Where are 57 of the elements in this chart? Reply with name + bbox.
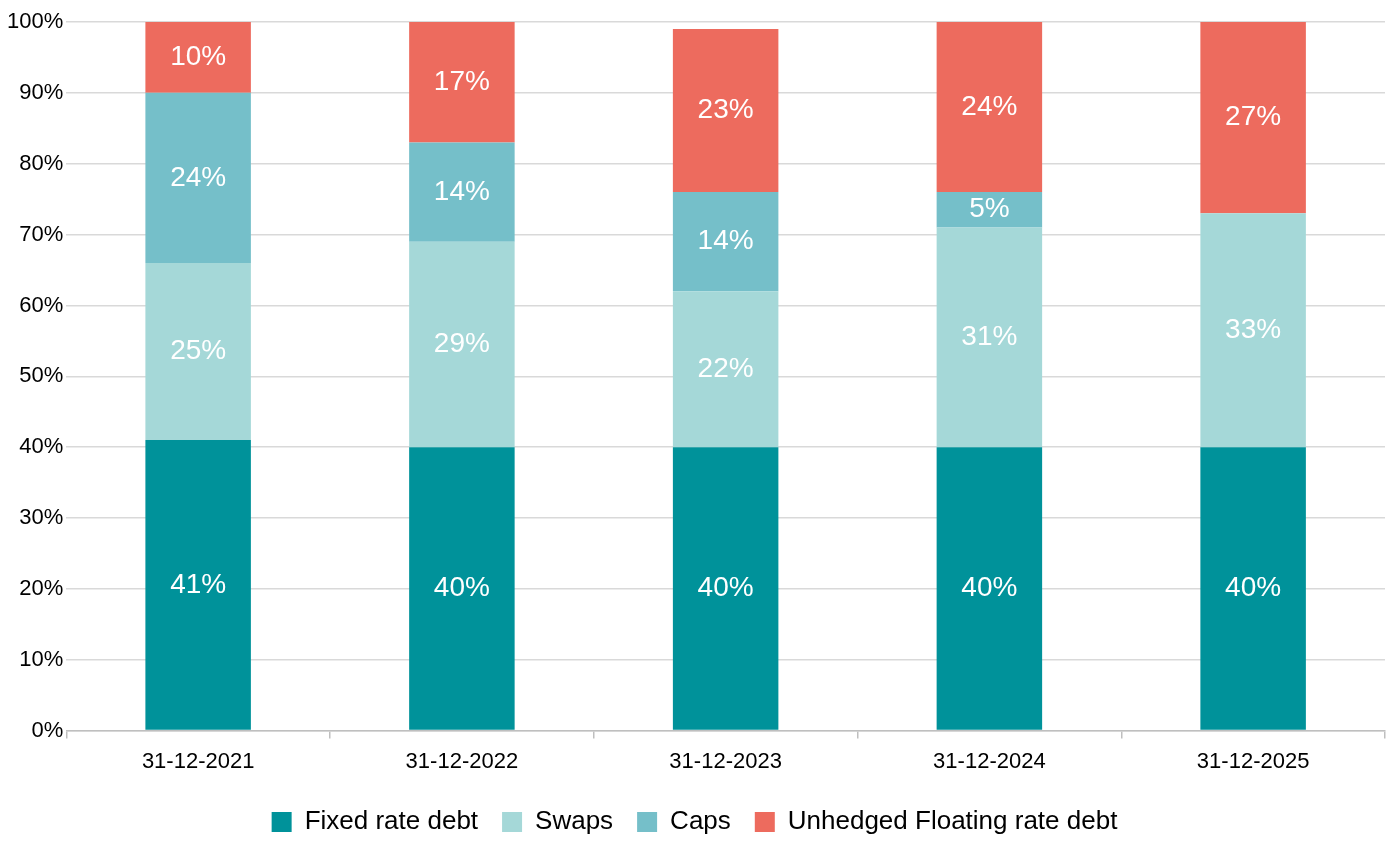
y-tick-label: 100%	[6, 8, 64, 34]
data-label: 24%	[961, 89, 1018, 121]
x-tick-label: 31-12-2025	[1196, 747, 1310, 773]
x-tick-label: 31-12-2021	[141, 747, 255, 773]
y-tick-label: 40%	[19, 433, 64, 459]
data-label: 33%	[1225, 312, 1282, 344]
data-label: 40%	[961, 571, 1018, 603]
x-tick-label: 31-12-2024	[933, 747, 1046, 773]
data-label: 14%	[697, 224, 754, 256]
bar	[145, 92, 251, 263]
data-label: 10%	[170, 40, 227, 72]
data-label: 40%	[433, 571, 490, 603]
bar	[1200, 22, 1306, 214]
legend-label: Fixed rate debt	[304, 805, 479, 836]
data-label: 40%	[697, 571, 754, 603]
bar	[936, 447, 1043, 730]
data-label: 22%	[697, 351, 754, 383]
bar	[409, 22, 515, 143]
data-label: 24%	[170, 160, 227, 192]
bar	[145, 440, 251, 730]
data-label: 5%	[969, 192, 1010, 224]
bar	[409, 142, 515, 242]
y-tick-label: 20%	[19, 574, 64, 600]
data-label: 40%	[1225, 571, 1282, 603]
y-tick-label: 10%	[19, 645, 64, 671]
bar	[936, 227, 1043, 448]
y-tick-label: 50%	[19, 362, 64, 388]
bar	[672, 192, 779, 292]
data-label: 41%	[170, 567, 227, 599]
data-label: 23%	[697, 93, 754, 125]
bar	[1200, 213, 1306, 448]
bar	[409, 241, 515, 448]
bar	[672, 291, 779, 448]
data-label: 31%	[961, 320, 1018, 352]
y-tick-label: 80%	[19, 149, 64, 175]
bar	[145, 22, 251, 93]
legend-label: Caps	[670, 805, 731, 836]
data-label: 29%	[433, 327, 490, 359]
y-tick-label: 30%	[19, 504, 64, 530]
data-label: 14%	[433, 174, 490, 206]
data-label: 17%	[433, 64, 490, 96]
x-tick-label: 31-12-2022	[405, 747, 519, 773]
bar	[409, 447, 515, 730]
bar	[672, 447, 779, 730]
y-tick-label: 60%	[19, 291, 64, 317]
legend-label: Unhedged Floating rate debt	[787, 805, 1119, 836]
x-tick-label: 31-12-2023	[669, 747, 782, 773]
bar	[672, 29, 779, 193]
data-label: 27%	[1225, 100, 1282, 132]
bar	[145, 262, 251, 441]
data-label: 25%	[170, 334, 227, 366]
bar	[1200, 447, 1306, 730]
y-tick-label: 0%	[31, 716, 64, 742]
bar	[936, 22, 1043, 193]
legend-label: Swaps	[535, 805, 614, 836]
y-tick-label: 90%	[19, 78, 64, 104]
y-tick-label: 70%	[19, 220, 64, 246]
